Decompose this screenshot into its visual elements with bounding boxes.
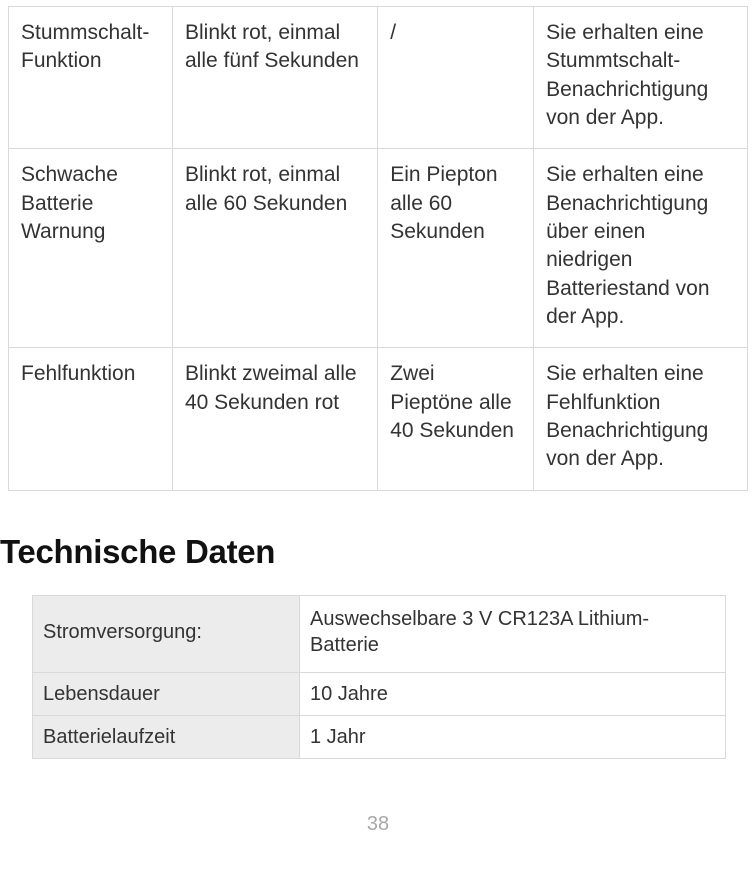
spec-label: Lebensdauer xyxy=(33,672,300,715)
section-heading-technische-daten: Technische Daten xyxy=(0,533,756,571)
status-cell: Sie erhalten eine Stummtschalt-Benachric… xyxy=(534,7,748,149)
spec-label: Stromversorgung: xyxy=(33,595,300,672)
status-cell: Ein Piepton alle 60 Sekunden xyxy=(378,149,534,348)
table-row: Stummschalt-Funktion Blinkt rot, einmal … xyxy=(9,7,748,149)
document-page: Stummschalt-Funktion Blinkt rot, einmal … xyxy=(0,6,756,888)
status-cell: Sie erhalten eine Fehlfunktion Benachric… xyxy=(534,348,748,490)
status-cell: Blinkt zweimal alle 40 Sekunden rot xyxy=(172,348,377,490)
status-table: Stummschalt-Funktion Blinkt rot, einmal … xyxy=(8,6,748,491)
status-cell: Blinkt rot, einmal alle 60 Sekunden xyxy=(172,149,377,348)
status-cell: Schwache Batterie Warnung xyxy=(9,149,173,348)
spec-value: 10 Jahre xyxy=(300,672,726,715)
table-row: Stromversorgung: Auswechselbare 3 V CR12… xyxy=(33,595,726,672)
table-row: Lebensdauer 10 Jahre xyxy=(33,672,726,715)
status-cell: Fehlfunktion xyxy=(9,348,173,490)
table-row: Fehlfunktion Blinkt zweimal alle 40 Seku… xyxy=(9,348,748,490)
status-cell: Stummschalt-Funktion xyxy=(9,7,173,149)
table-row: Batterielaufzeit 1 Jahr xyxy=(33,715,726,758)
specs-table: Stromversorgung: Auswechselbare 3 V CR12… xyxy=(32,595,726,759)
status-cell: Blinkt rot, einmal alle fünf Sekunden xyxy=(172,7,377,149)
page-number: 38 xyxy=(0,813,756,836)
table-row: Schwache Batterie Warnung Blinkt rot, ei… xyxy=(9,149,748,348)
status-cell: Sie erhalten eine Benachrichtigung über … xyxy=(534,149,748,348)
spec-value: Auswechselbare 3 V CR123A Lithium-Batter… xyxy=(300,595,726,672)
status-cell: / xyxy=(378,7,534,149)
spec-value: 1 Jahr xyxy=(300,715,726,758)
status-cell: Zwei Pieptöne alle 40 Sekunden xyxy=(378,348,534,490)
spec-label: Batterielaufzeit xyxy=(33,715,300,758)
